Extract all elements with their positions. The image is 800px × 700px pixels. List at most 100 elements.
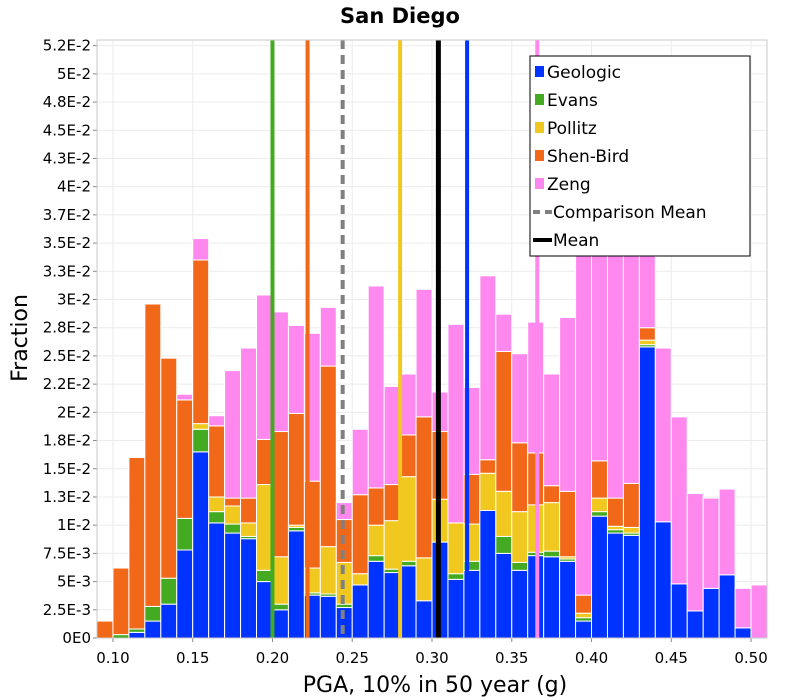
bar-segment-evans bbox=[367, 555, 385, 562]
bar-segment-shen-bird bbox=[543, 485, 561, 504]
y-tick-label: 4.3E-2 bbox=[43, 149, 91, 167]
bar-segment-pollitz bbox=[319, 546, 337, 595]
bar-segment-geologic bbox=[383, 572, 401, 639]
bar-segment-shen-bird bbox=[495, 350, 513, 492]
bar-segment-zeng bbox=[750, 584, 768, 639]
bar-segment-shen-bird bbox=[606, 497, 624, 527]
legend-swatch-zeng bbox=[535, 178, 544, 189]
x-tick-label: 0.20 bbox=[256, 649, 289, 667]
bar-segment-geologic bbox=[511, 569, 529, 639]
x-tick-label: 0.25 bbox=[336, 649, 369, 667]
bar-segment-pollitz bbox=[511, 511, 529, 563]
bar-segment-zeng bbox=[367, 285, 385, 489]
x-tick-label: 0.30 bbox=[415, 649, 448, 667]
bar-segment-zeng bbox=[240, 347, 258, 499]
bar-segment-geologic bbox=[160, 603, 178, 639]
bar-segment-geologic bbox=[208, 522, 226, 639]
bar-segment-evans bbox=[271, 603, 289, 611]
bar-segment-evans bbox=[335, 603, 353, 609]
legend-label-pollitz: Pollitz bbox=[547, 119, 597, 139]
legend-label-zeng: Zeng bbox=[547, 175, 591, 195]
bar-segment-geologic bbox=[606, 532, 624, 639]
bar-segment-zeng bbox=[575, 242, 593, 596]
bar-segment-geologic bbox=[575, 620, 593, 639]
y-tick-label: 3E-2 bbox=[57, 291, 91, 309]
y-tick-label: 4.5E-2 bbox=[43, 121, 91, 139]
bar-segment-evans bbox=[447, 573, 465, 580]
bar-segment-geologic bbox=[559, 560, 577, 639]
bar-segment-zeng bbox=[271, 311, 289, 433]
bar-segment-shen-bird bbox=[128, 456, 146, 630]
bar-segment-evans bbox=[287, 526, 305, 532]
bar-segment-shen-bird bbox=[144, 303, 162, 607]
legend-label-comparison-mean: Comparison Mean bbox=[553, 203, 707, 223]
bar-segment-pollitz bbox=[543, 502, 561, 552]
legend-label-shen-bird: Shen-Bird bbox=[547, 147, 629, 167]
x-tick-label: 0.50 bbox=[734, 649, 767, 667]
bar-segment-zeng bbox=[319, 306, 337, 367]
bar-segment-geologic bbox=[415, 600, 433, 639]
bar-segment-evans bbox=[495, 535, 513, 554]
bar-segment-pollitz bbox=[447, 522, 465, 575]
legend-label-mean: Mean bbox=[553, 231, 599, 251]
bar-segment-pollitz bbox=[638, 339, 656, 346]
x-tick-label: 0.15 bbox=[176, 649, 209, 667]
bar-segment-geologic bbox=[240, 538, 258, 639]
bar-segment-zeng bbox=[415, 288, 433, 418]
y-tick-label: 0E0 bbox=[62, 629, 91, 647]
bar-segment-zeng bbox=[399, 373, 417, 436]
bar-segment-evans bbox=[192, 428, 210, 453]
bar-segment-shen-bird bbox=[351, 494, 369, 575]
bar-segment-zeng bbox=[176, 393, 194, 401]
bar-segment-geologic bbox=[287, 530, 305, 639]
y-tick-label: 3.5E-2 bbox=[43, 234, 91, 252]
bar-segment-geologic bbox=[224, 532, 242, 639]
bar-segment-shen-bird bbox=[383, 484, 401, 522]
bar-segment-shen-bird bbox=[112, 567, 130, 636]
bar-segment-pollitz bbox=[192, 423, 210, 430]
bar-segment-evans bbox=[511, 561, 529, 571]
y-tick-label: 2.8E-2 bbox=[43, 319, 91, 337]
bar-segment-shen-bird bbox=[256, 438, 273, 486]
y-tick-label: 2.5E-2 bbox=[43, 347, 91, 365]
bar-segment-zeng bbox=[654, 347, 672, 523]
bar-segment-shen-bird bbox=[622, 482, 640, 528]
bar-segment-geologic bbox=[192, 451, 210, 639]
bar-segment-geologic bbox=[271, 609, 289, 639]
bar-segment-shen-bird bbox=[415, 416, 433, 559]
bar-segment-pollitz bbox=[367, 524, 385, 557]
bar-segment-zeng bbox=[591, 251, 608, 462]
bar-segment-evans bbox=[224, 523, 242, 534]
bar-segment-pollitz bbox=[591, 497, 608, 513]
bar-segment-evans bbox=[591, 511, 608, 517]
bar-segment-zeng bbox=[718, 488, 736, 576]
bar-segment-shen-bird bbox=[479, 459, 497, 474]
bar-segment-evans bbox=[606, 529, 624, 534]
bar-segment-zeng bbox=[543, 373, 561, 487]
bar-segment-geologic bbox=[144, 620, 162, 639]
bar-segment-zeng bbox=[559, 317, 577, 492]
legend-swatch-pollitz bbox=[535, 122, 544, 133]
bar-segment-geologic bbox=[702, 587, 720, 639]
bar-segment-evans bbox=[256, 569, 273, 583]
bar-segment-pollitz bbox=[575, 612, 593, 619]
legend-swatch-geologic bbox=[535, 66, 544, 77]
bar-segment-pollitz bbox=[495, 490, 513, 537]
bar-segment-shen-bird bbox=[511, 442, 529, 513]
bar-segment-pollitz bbox=[622, 526, 640, 534]
reference-lines bbox=[270, 40, 540, 638]
y-tick-label: 7.5E-3 bbox=[43, 544, 91, 562]
bar-segment-geologic bbox=[367, 560, 385, 639]
bar-segment-shen-bird bbox=[575, 594, 593, 614]
bar-segment-shen-bird bbox=[559, 490, 577, 558]
bar-segment-evans bbox=[144, 605, 162, 622]
bar-segment-zeng bbox=[287, 324, 305, 414]
x-tick-label: 0.40 bbox=[575, 649, 608, 667]
chart-title: San Diego bbox=[340, 4, 460, 28]
bar-segment-zeng bbox=[208, 415, 226, 427]
bar-segment-pollitz bbox=[399, 476, 417, 562]
bar-segment-zeng bbox=[224, 370, 242, 499]
bar-segment-zeng bbox=[511, 353, 529, 444]
bar-segment-evans bbox=[543, 550, 561, 558]
